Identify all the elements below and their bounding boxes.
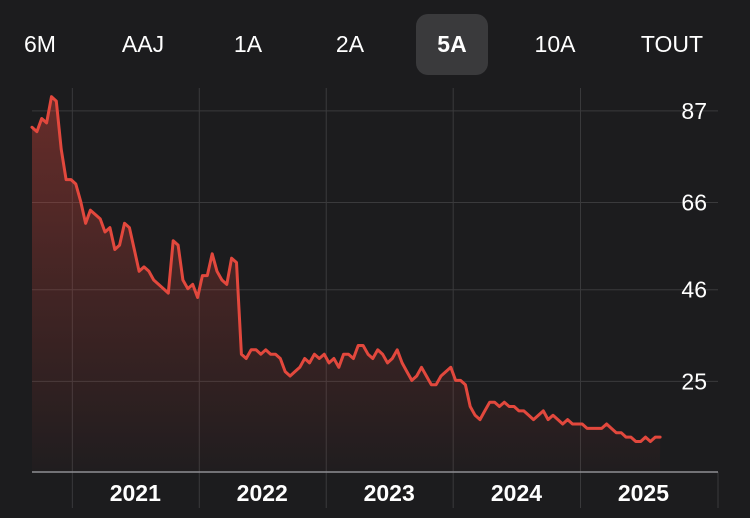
x-tick-label: 2021 [110,480,161,506]
x-axis-labels: 2021 2022 2023 2024 2025 [110,480,670,506]
x-tick-label: 2022 [237,480,288,506]
y-tick-label: 66 [681,189,707,215]
tab-5y[interactable]: 5A [416,14,488,75]
y-tick-label: 25 [681,368,707,394]
tab-all[interactable]: TOUT [640,31,704,57]
time-range-selector: 6M AAJ 1A 2A 5A 10A TOUT [0,0,750,90]
tab-6m[interactable]: 6M [24,31,56,57]
tab-2y[interactable]: 2A [335,31,365,57]
x-tick-label: 2024 [491,480,542,506]
tab-1y[interactable]: 1A [233,31,263,57]
x-tick-label: 2025 [618,480,669,506]
tab-ytd[interactable]: AAJ [121,31,165,57]
price-area-fill [32,96,661,472]
x-tick-label: 2023 [364,480,415,506]
y-tick-label: 46 [681,277,707,303]
price-line [30,95,662,443]
tab-10y[interactable]: 10A [534,31,576,57]
y-axis-labels: 87 66 46 25 [681,98,707,395]
y-tick-label: 87 [681,98,707,124]
